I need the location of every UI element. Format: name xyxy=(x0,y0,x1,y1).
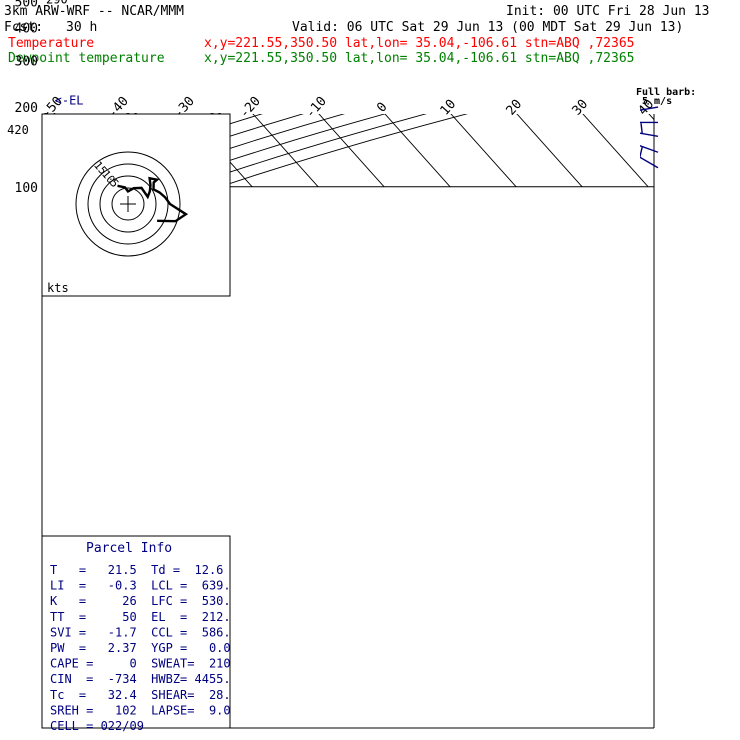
wind-barb-flag xyxy=(636,122,637,132)
parcel-info-row: T = 21.5 Td = 12.6 xyxy=(50,563,223,577)
parcel-info-box: Parcel Info T = 21.5 Td = 12.6 LI = -0.3 … xyxy=(41,535,231,733)
wind-barb xyxy=(631,121,659,138)
wind-barb-staff xyxy=(640,106,659,111)
wind-barb-flag xyxy=(635,45,645,49)
hodograph-ring xyxy=(87,163,169,245)
wind-barb xyxy=(628,102,659,111)
parcel-info-row: LI = -0.3 LCL = 639. xyxy=(50,579,231,593)
wind-barb-staff xyxy=(640,144,659,153)
legend-dewpoint-name: Dewpoint temperature xyxy=(8,51,165,66)
level-marker-label: <-EL xyxy=(55,93,84,107)
isotherm-label: 0 xyxy=(374,100,390,116)
wind-barbs xyxy=(627,0,659,169)
wind-barb-flag xyxy=(629,112,632,122)
barb-legend-line2: 5 m/s xyxy=(642,96,672,107)
isotherm-label: -20 xyxy=(237,94,264,121)
wind-barb xyxy=(632,33,658,53)
theta-label: 290 xyxy=(46,0,68,6)
parcel-info-row: K = 26 LFC = 530. xyxy=(50,594,231,608)
wind-barb xyxy=(632,0,658,1)
parcel-info-row: TT = 50 EL = 212. xyxy=(50,610,231,624)
wind-barb-flag xyxy=(631,121,632,131)
isotherm-line xyxy=(318,114,385,188)
wind-barb xyxy=(634,133,659,153)
wind-barb-staff xyxy=(638,60,658,77)
wind-barb-flag xyxy=(634,133,635,143)
wind-barb-flag xyxy=(635,145,637,155)
model-title: 3km ARW-WRF -- NCAR/MMM xyxy=(4,4,184,19)
legend-temperature-info: x,y=221.55,350.50 lat,lon= 35.04,-106.61… xyxy=(204,36,634,51)
wind-barb-flag xyxy=(632,0,642,1)
parcel-info-row: SVI = -1.7 CCL = 586. xyxy=(50,625,231,639)
valid-time: Valid: 06 UTC Sat 29 Jun 13 (00 MDT Sat … xyxy=(292,20,683,35)
wind-barb-flag xyxy=(627,91,633,99)
isotherm-line xyxy=(582,114,649,188)
wind-barb-staff xyxy=(640,156,659,169)
isotherm-line xyxy=(252,114,319,188)
pressure-tick-label: 100 xyxy=(15,181,38,196)
hodograph-ring xyxy=(99,175,157,233)
legend-dewpoint-info: x,y=221.55,350.50 lat,lon= 35.04,-106.61… xyxy=(204,51,634,66)
isotherm-line xyxy=(384,114,451,188)
wind-barb-flag xyxy=(628,102,633,111)
wind-barb-flag xyxy=(638,135,639,145)
hodograph-ring xyxy=(75,151,181,257)
isotherm-line xyxy=(450,114,517,188)
parcel-info-row: CELL = 022/09 xyxy=(50,719,144,733)
forecast-hour: 30 h xyxy=(66,20,97,35)
legend-temperature-name: Temperature xyxy=(8,36,94,51)
hodograph-trace xyxy=(117,176,189,223)
init-time: Init: 00 UTC Fri 28 Jun 13 xyxy=(506,4,710,19)
wind-barb xyxy=(635,145,659,169)
isotherm-label: 20 xyxy=(504,97,526,119)
theta-label: 420 xyxy=(7,123,29,137)
hodograph-units: kts xyxy=(47,281,69,295)
level-marker-label: <-LFC xyxy=(267,0,303,2)
wind-barb-staff xyxy=(641,33,658,53)
isotherm-label: 10 xyxy=(438,97,460,119)
isotherm-line xyxy=(516,114,583,188)
parcel-info-frame xyxy=(41,535,231,729)
hodograph-box xyxy=(41,113,231,297)
isotherm-label: -10 xyxy=(303,94,330,121)
wind-barb-flag xyxy=(628,83,636,90)
parcel-info-row: SREH = 102 LAPSE= 9.0 xyxy=(50,703,231,717)
parcel-info-title: Parcel Info xyxy=(86,541,172,556)
level-markers: <-EL<-LFC<-CCL<-LCL xyxy=(55,0,303,107)
parcel-info-row: Tc = 32.4 SHEAR= 28. xyxy=(50,688,231,702)
wind-barb-staff xyxy=(641,0,658,1)
wind-barb-staff xyxy=(638,46,658,63)
isotherm-label: 30 xyxy=(570,97,592,119)
wind-barb-flag xyxy=(633,54,642,60)
wind-barb-flag xyxy=(640,146,643,158)
forecast-label: Fcst: xyxy=(4,20,43,35)
pressure-tick-label: 500 xyxy=(15,0,38,11)
wind-barb-flag xyxy=(640,123,643,134)
parcel-info-row: CAPE = 0 SWEAT= 210 xyxy=(50,657,231,671)
parcel-info-row: PW = 2.37 YGP = 0.0 xyxy=(50,641,231,655)
hodograph-ring xyxy=(111,187,145,221)
parcel-info-row: CIN = -734 HWBZ= 4455. xyxy=(50,672,231,686)
pressure-tick-label: 200 xyxy=(15,101,38,116)
pressure-tick-label: 300 xyxy=(15,54,38,69)
pressure-tick-label: 400 xyxy=(15,21,38,36)
wind-barb-flag xyxy=(629,71,638,77)
wind-barb-staff xyxy=(640,132,659,138)
wind-barb-flag xyxy=(634,112,637,122)
wind-barb-flag xyxy=(633,68,642,74)
wind-barb xyxy=(629,112,658,124)
barb-legend-line1: Full barb: xyxy=(636,87,696,98)
